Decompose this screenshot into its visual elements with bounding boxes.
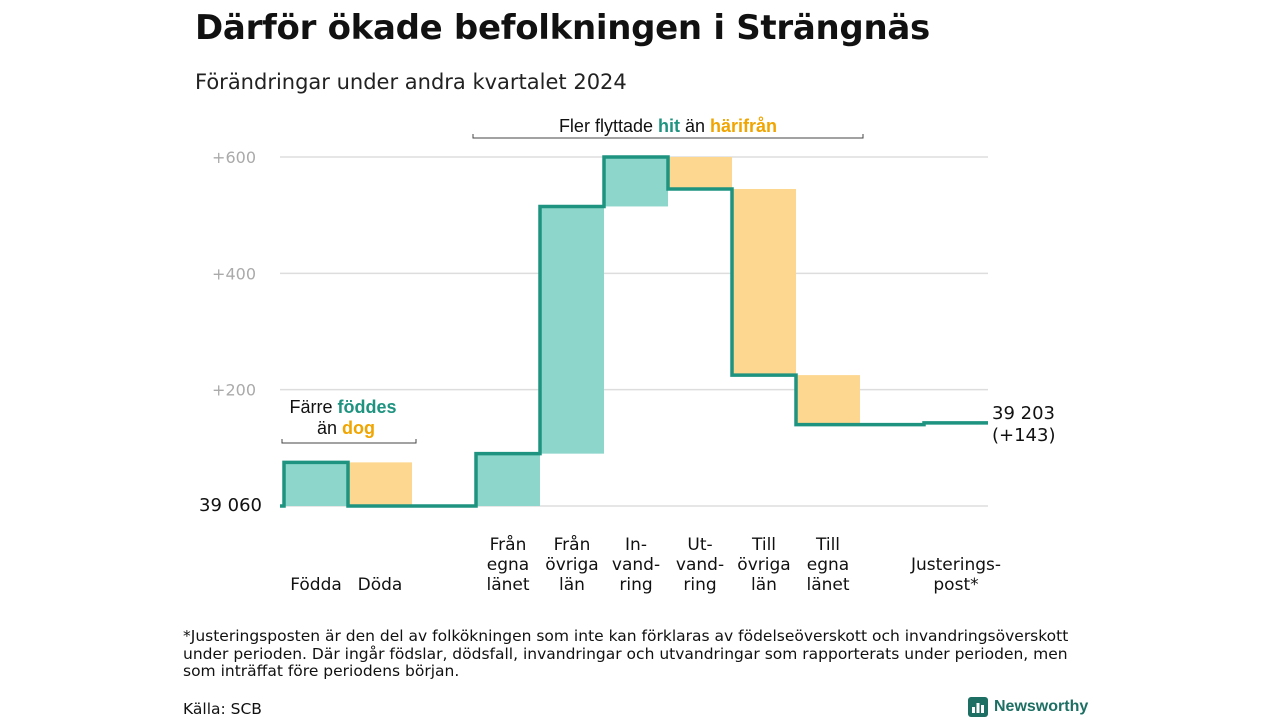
- x-category-label-8: Till egna länet: [806, 535, 849, 595]
- source-label: Källa: SCB: [183, 700, 262, 718]
- y-tick-label-600: +600: [212, 148, 256, 167]
- x-category-label-6: Ut-vand-ring: [676, 535, 724, 595]
- start-value-label: 39 060: [199, 495, 262, 516]
- waterfall-bar-8: [796, 375, 860, 425]
- end-value-label: 39 203 (+143): [992, 403, 1055, 446]
- waterfall-bar-5: [604, 157, 668, 207]
- waterfall-chart: +200 +400 +600 Födda Döda Från egna länet Från öv…: [199, 116, 1055, 595]
- annotation-births-line2: än dog: [317, 418, 375, 438]
- x-category-label-5: In-vand-ring: [612, 535, 660, 595]
- y-tick-label-200: +200: [212, 381, 256, 400]
- x-category-label-7: Till övriga län: [737, 535, 790, 595]
- waterfall-bar-4: [540, 206, 604, 454]
- x-category-label-4: Från övriga län: [545, 534, 598, 595]
- x-category-label-1: Födda: [290, 575, 342, 595]
- chart-title: Därför ökade befolkningen i Strängnäs: [195, 8, 930, 48]
- x-category-label-3: Från egna länet: [486, 534, 529, 595]
- annotation-migration: Fler flyttade hit än härifrån: [559, 116, 777, 136]
- footnote: *Justeringsposten är den del av folkökni…: [183, 627, 1069, 680]
- waterfall-bar-2: [348, 462, 412, 506]
- x-category-label-2: Döda: [358, 575, 403, 595]
- waterfall-bar-3: [476, 453, 540, 506]
- x-category-label-9: Justerings-post*: [910, 555, 1001, 595]
- chart-subtitle: Förändringar under andra kvartalet 2024: [195, 70, 627, 94]
- cumulative-step-line: [280, 155, 988, 508]
- newsworthy-logo-text: Newsworthy: [994, 698, 1089, 715]
- newsworthy-logo: Newsworthy: [968, 697, 1088, 717]
- newsworthy-logo-icon: [968, 697, 988, 717]
- annotation-births-bracket: [281, 439, 417, 444]
- waterfall-bar-6: [668, 157, 732, 189]
- y-tick-label-400: +400: [212, 264, 256, 283]
- annotation-births-line1: Färre föddes: [289, 397, 396, 417]
- annotation-migration-bracket: [472, 134, 864, 139]
- waterfall-bar-1: [284, 462, 348, 506]
- waterfall-bar-7: [732, 188, 796, 376]
